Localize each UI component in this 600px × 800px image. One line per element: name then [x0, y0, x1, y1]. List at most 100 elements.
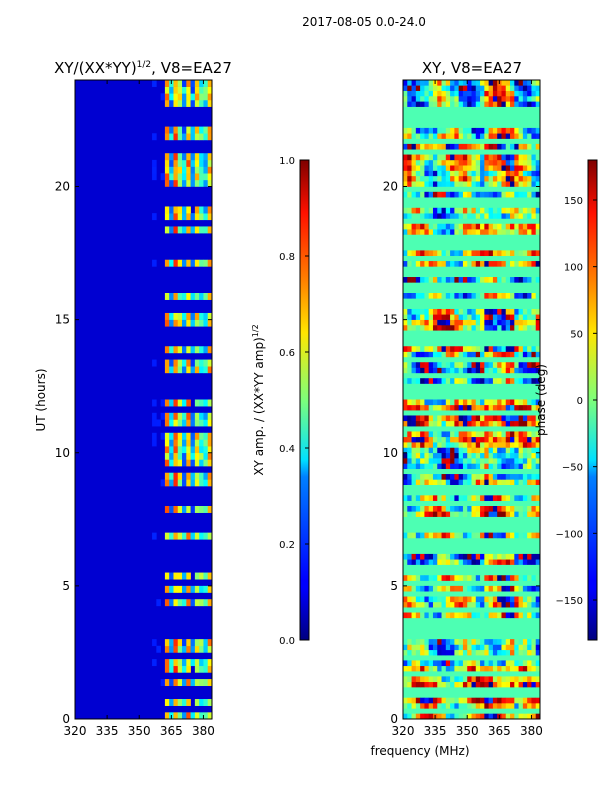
amplitude-cell	[164, 359, 170, 367]
phase-cell	[403, 436, 408, 443]
phase-cell	[437, 293, 442, 299]
phase-cell	[407, 697, 412, 704]
amplitude-cell	[173, 166, 179, 174]
phase-cell	[531, 101, 537, 107]
phase-cell	[441, 95, 447, 102]
phase-cell	[518, 575, 524, 581]
phase-cell	[424, 367, 429, 374]
amplitude-cell	[152, 659, 157, 667]
phase-cell	[527, 447, 532, 454]
phase-cell	[450, 639, 455, 645]
phase-cell	[497, 399, 502, 406]
phase-cell	[458, 447, 464, 454]
phase-cell	[467, 495, 472, 501]
phase-cell	[437, 101, 442, 107]
phase-cell	[428, 649, 434, 656]
phase-cell	[514, 612, 519, 619]
phase-cell	[531, 649, 537, 656]
amplitude-cell	[199, 173, 204, 181]
phase-cell	[480, 474, 485, 480]
phase-cell	[488, 346, 494, 352]
phase-cell	[432, 95, 438, 102]
phase-cell	[488, 447, 494, 454]
phase-cell	[441, 676, 447, 683]
amplitude-cell	[190, 419, 196, 427]
amplitude-cell	[203, 679, 209, 687]
amplitude-cell	[164, 99, 170, 107]
amplitude-cell	[182, 506, 187, 513]
amplitude-cell	[164, 153, 170, 161]
phase-cell	[510, 181, 515, 187]
phase-cell	[445, 703, 451, 709]
phase-cell	[475, 85, 481, 91]
amplitude-cell	[169, 259, 174, 267]
phase-cell	[411, 612, 417, 619]
phase-cell	[505, 660, 511, 667]
phase-cell	[432, 223, 438, 230]
amplitude-cell	[203, 472, 209, 480]
phase-cell	[514, 452, 519, 459]
amplitude-cell	[177, 312, 183, 320]
phase-cell	[415, 585, 421, 592]
phase-cell	[531, 463, 537, 470]
phase-cell	[407, 378, 412, 384]
phase-cell	[458, 660, 464, 667]
phase-cell	[467, 165, 472, 171]
phase-cell	[522, 585, 528, 592]
amplitude-cell	[182, 133, 187, 141]
amplitude-cell	[169, 506, 174, 513]
amplitude-cell	[199, 659, 204, 667]
phase-cell	[484, 399, 489, 406]
phase-cell	[441, 452, 447, 459]
phase-cell	[458, 399, 464, 406]
phase-cell	[492, 697, 498, 704]
phase-cell	[471, 378, 477, 384]
phase-cell	[475, 207, 481, 214]
phase-cell	[522, 511, 528, 517]
phase-cell	[458, 191, 464, 198]
amplitude-cell	[182, 585, 187, 593]
phase-cell	[484, 436, 489, 443]
phase-cell	[445, 143, 451, 150]
phase-cell	[458, 207, 464, 214]
phase-cell	[462, 463, 468, 470]
amplitude-cell	[173, 452, 179, 460]
phase-cell	[522, 553, 528, 560]
phase-cell	[441, 181, 447, 187]
amplitude-cell	[207, 506, 213, 513]
phase-cell	[441, 703, 447, 709]
phase-cell	[403, 474, 408, 480]
phase-cell	[522, 378, 528, 384]
phase-cell	[432, 447, 438, 454]
phase-cell	[454, 165, 459, 171]
phase-cell	[462, 575, 468, 581]
phase-cell	[510, 101, 515, 107]
phase-cell	[467, 80, 472, 86]
phase-cell	[458, 585, 464, 592]
phase-cell	[484, 532, 489, 539]
amplitude-cell	[194, 432, 200, 440]
phase-cell	[471, 553, 477, 560]
phase-cell	[420, 213, 425, 219]
amplitude-cell	[160, 679, 166, 687]
phase-cell	[488, 431, 494, 438]
phase-cell	[535, 447, 541, 454]
amplitude-cell	[203, 80, 209, 87]
phase-cell	[424, 644, 429, 651]
phase-cell	[407, 553, 412, 560]
phase-cell	[535, 165, 541, 171]
phase-cell	[432, 213, 438, 219]
phase-cell	[420, 362, 425, 368]
amplitude-cell	[169, 572, 174, 580]
phase-cell	[518, 596, 524, 603]
phase-cell	[527, 474, 532, 480]
amplitude-cell	[160, 479, 166, 487]
phase-cell	[411, 346, 417, 352]
amplitude-cell	[169, 226, 174, 234]
phase-cell	[415, 133, 421, 139]
phase-cell	[407, 362, 412, 368]
phase-cell	[432, 351, 438, 358]
phase-cell	[432, 127, 438, 134]
phase-cell	[471, 511, 477, 517]
phase-cell	[445, 346, 451, 352]
